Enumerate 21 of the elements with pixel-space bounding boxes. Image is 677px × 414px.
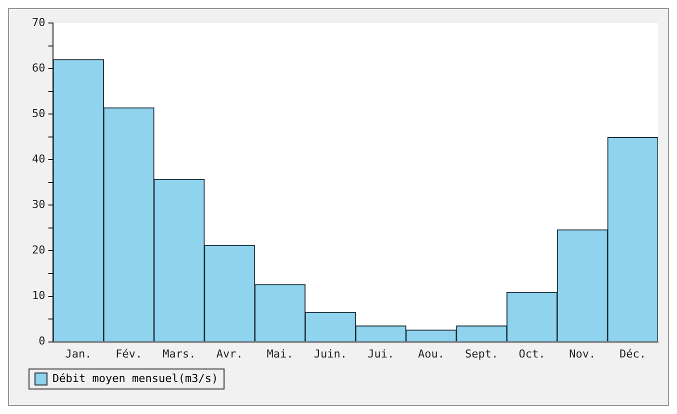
x-tick-label: Jui.	[368, 347, 394, 360]
legend-label: Débit moyen mensuel(m3/s)	[52, 372, 218, 385]
x-tick-label: Juin.	[314, 347, 347, 360]
x-tick-label: Fév.	[116, 347, 142, 360]
x-tick-label: Déc.	[620, 347, 646, 360]
x-tick-label: Avr.	[216, 347, 243, 360]
x-tick-label: Mars.	[162, 347, 196, 360]
y-tick-label: 70	[32, 16, 46, 29]
y-tick-label: 60	[32, 61, 46, 74]
y-tick-label: 10	[32, 289, 46, 302]
y-tick-label: 40	[32, 152, 46, 166]
y-tick-label: 0	[38, 334, 46, 348]
x-tick-label: Oct.	[518, 347, 546, 360]
x-tick-label: Mai.	[266, 347, 294, 360]
y-tick-label: 20	[32, 244, 46, 257]
y-tick-label: 50	[32, 106, 46, 120]
x-tick-label: Sept.	[465, 347, 498, 360]
x-tick-label: Aou.	[418, 347, 444, 360]
x-tick-label: Jan.	[65, 347, 92, 360]
x-tick-label: Nov.	[569, 347, 596, 360]
y-tick-label: 30	[32, 198, 46, 212]
